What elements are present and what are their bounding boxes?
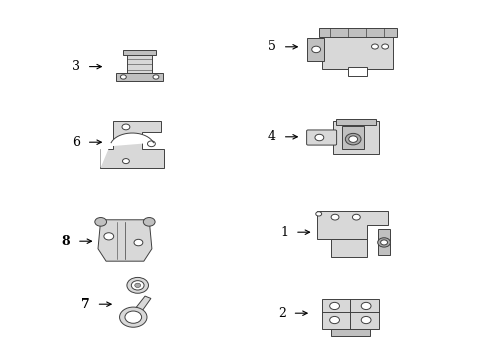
- Text: 2: 2: [278, 307, 286, 320]
- Circle shape: [345, 133, 361, 145]
- Circle shape: [135, 283, 141, 288]
- FancyBboxPatch shape: [123, 50, 156, 55]
- Text: 8: 8: [62, 235, 71, 248]
- Circle shape: [371, 44, 378, 49]
- Circle shape: [330, 316, 340, 324]
- FancyBboxPatch shape: [336, 119, 376, 125]
- Circle shape: [382, 44, 389, 49]
- Circle shape: [131, 281, 144, 290]
- Circle shape: [147, 141, 155, 147]
- FancyBboxPatch shape: [348, 67, 367, 76]
- Circle shape: [121, 75, 126, 79]
- Circle shape: [361, 302, 371, 310]
- Text: 3: 3: [72, 60, 80, 73]
- Circle shape: [122, 124, 130, 130]
- Text: 7: 7: [81, 298, 90, 311]
- Circle shape: [104, 233, 114, 240]
- Polygon shape: [98, 220, 152, 261]
- Circle shape: [331, 214, 339, 220]
- FancyBboxPatch shape: [322, 34, 393, 69]
- FancyBboxPatch shape: [127, 54, 152, 75]
- Circle shape: [330, 302, 340, 310]
- FancyBboxPatch shape: [307, 38, 324, 61]
- Circle shape: [381, 240, 388, 245]
- Circle shape: [95, 217, 107, 226]
- FancyBboxPatch shape: [307, 130, 337, 145]
- Polygon shape: [318, 211, 388, 239]
- Polygon shape: [331, 239, 367, 257]
- Polygon shape: [100, 133, 153, 168]
- Circle shape: [361, 316, 371, 324]
- Polygon shape: [130, 296, 151, 317]
- FancyBboxPatch shape: [342, 126, 365, 149]
- Circle shape: [312, 46, 320, 53]
- FancyBboxPatch shape: [333, 121, 378, 154]
- Circle shape: [134, 239, 143, 246]
- Circle shape: [352, 214, 360, 220]
- Circle shape: [153, 75, 159, 79]
- Text: 1: 1: [280, 226, 288, 239]
- Circle shape: [315, 134, 324, 141]
- Polygon shape: [100, 121, 164, 168]
- Circle shape: [143, 217, 155, 226]
- Circle shape: [378, 238, 391, 247]
- Text: 5: 5: [268, 40, 276, 53]
- Circle shape: [316, 212, 321, 216]
- FancyBboxPatch shape: [378, 229, 391, 255]
- Circle shape: [127, 278, 148, 293]
- Text: 6: 6: [72, 136, 80, 149]
- Circle shape: [349, 136, 358, 142]
- FancyBboxPatch shape: [318, 28, 397, 37]
- FancyBboxPatch shape: [331, 329, 370, 336]
- Circle shape: [122, 158, 129, 163]
- Circle shape: [120, 307, 147, 327]
- Circle shape: [125, 311, 142, 323]
- FancyBboxPatch shape: [322, 299, 378, 329]
- Text: 4: 4: [268, 130, 276, 143]
- FancyBboxPatch shape: [117, 73, 163, 81]
